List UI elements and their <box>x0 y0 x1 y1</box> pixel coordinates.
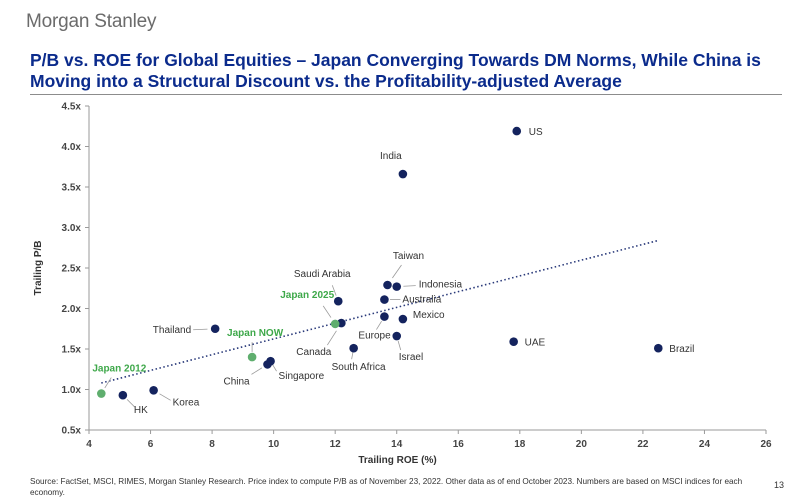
y-tick-label: 0.5x <box>62 426 82 437</box>
title-divider <box>30 94 782 95</box>
point-singapore <box>266 356 275 366</box>
point-mexico <box>398 314 408 324</box>
page-number: 13 <box>774 480 785 490</box>
point-label-south-africa: South Africa <box>332 362 386 373</box>
x-tick-label: 16 <box>453 439 465 450</box>
point-uae <box>509 337 518 347</box>
point-labels-group: US India Taiwan Indonesia Saudi Arabia Austra… <box>92 127 694 416</box>
x-tick-label: 12 <box>330 439 342 450</box>
point-korea <box>149 386 158 395</box>
point-india <box>398 169 408 179</box>
point-thailand <box>210 324 220 334</box>
leader-line-japan-2025 <box>322 305 332 318</box>
leader-line-china <box>251 367 263 375</box>
points-group <box>97 126 663 400</box>
point-saudi-arabia <box>333 296 343 306</box>
point-label-japan-2012: Japan 2012 <box>92 364 146 375</box>
source-footnote: Source: FactSet, MSCI, RIMES, Morgan Sta… <box>30 477 743 497</box>
point-label-europe: Europe <box>358 331 391 342</box>
brand-logo-text: Morgan Stanley <box>26 11 157 32</box>
y-tick-label: 3.5x <box>62 183 82 194</box>
page-title: P/B vs. ROE for Global Equities – Japan … <box>30 50 761 91</box>
leader-line-japan-2012 <box>104 377 112 389</box>
x-tick-label: 20 <box>576 439 588 450</box>
point-label-indonesia: Indonesia <box>419 280 463 291</box>
y-tick-label: 4.0x <box>62 142 82 153</box>
point-label-taiwan: Taiwan <box>393 251 424 262</box>
leader-line-indonesia <box>403 285 416 287</box>
point-label-mexico: Mexico <box>413 310 445 321</box>
leader-line-israel <box>397 340 402 351</box>
x-axis-title: Trailing ROE (%) <box>358 455 436 466</box>
leader-line-singapore <box>272 364 277 372</box>
leader-line-europe <box>376 320 382 330</box>
point-south-africa <box>349 343 358 353</box>
point-label-thailand: Thailand <box>153 325 191 336</box>
point-label-korea: Korea <box>173 397 200 408</box>
point-label-hk: HK <box>134 405 148 416</box>
leader-line-thailand <box>193 328 208 331</box>
x-tick-label: 14 <box>391 439 403 450</box>
chart-axes: 0.5x 1.0x 1.5x 2.0x 2.5x 3.0x 3.5x 4.0x 4.5x 4 6 8 1… <box>33 102 772 467</box>
point-us <box>512 126 522 136</box>
y-tick-label: 2.5x <box>62 264 82 275</box>
point-label-israel: Israel <box>399 352 423 363</box>
x-tick-label: 6 <box>148 439 154 450</box>
point-japan-2012 <box>97 389 106 398</box>
point-europe <box>380 312 389 321</box>
point-label-singapore: Singapore <box>279 371 325 382</box>
x-tick-label: 18 <box>514 439 526 450</box>
point-label-brazil: Brazil <box>669 344 694 355</box>
y-axis-title: Trailing P/B <box>33 240 44 295</box>
y-tick-label: 1.5x <box>62 345 82 356</box>
y-tick-label: 1.0x <box>62 385 82 396</box>
point-label-australia: Australia <box>402 295 441 306</box>
x-tick-label: 24 <box>699 439 711 450</box>
leader-lines-group <box>104 264 416 408</box>
point-label-uae: UAE <box>525 338 546 349</box>
point-label-japan-2025: Japan 2025 <box>280 290 334 301</box>
leader-line-taiwan <box>392 264 402 279</box>
point-label-us: US <box>529 127 543 138</box>
point-japan-2025 <box>330 319 340 329</box>
x-tick-label: 10 <box>268 439 280 450</box>
point-indonesia <box>392 282 402 291</box>
point-japan-now <box>247 352 257 362</box>
point-australia <box>380 295 389 304</box>
x-tick-label: 26 <box>760 439 772 450</box>
y-tick-label: 4.5x <box>62 102 82 113</box>
x-tick-label: 22 <box>637 439 649 450</box>
point-hk <box>118 390 128 400</box>
leader-line-south-africa <box>351 351 354 360</box>
leader-line-korea <box>159 393 171 401</box>
point-label-saudi-arabia: Saudi Arabia <box>294 269 351 280</box>
y-tick-label: 2.0x <box>62 304 82 315</box>
leader-line-hk <box>126 399 136 408</box>
leader-line-saudi-arabia <box>331 285 337 296</box>
point-israel <box>392 331 402 341</box>
point-label-china: China <box>223 376 250 387</box>
x-tick-label: 4 <box>86 439 92 450</box>
point-brazil <box>653 343 663 353</box>
x-tick-label: 8 <box>209 439 215 450</box>
point-label-japan-now: Japan NOW <box>227 328 284 339</box>
y-tick-label: 3.0x <box>62 223 82 234</box>
point-taiwan <box>383 280 392 290</box>
leader-line-canada <box>326 330 337 346</box>
point-label-canada: Canada <box>296 347 331 358</box>
point-label-india: India <box>380 151 402 162</box>
